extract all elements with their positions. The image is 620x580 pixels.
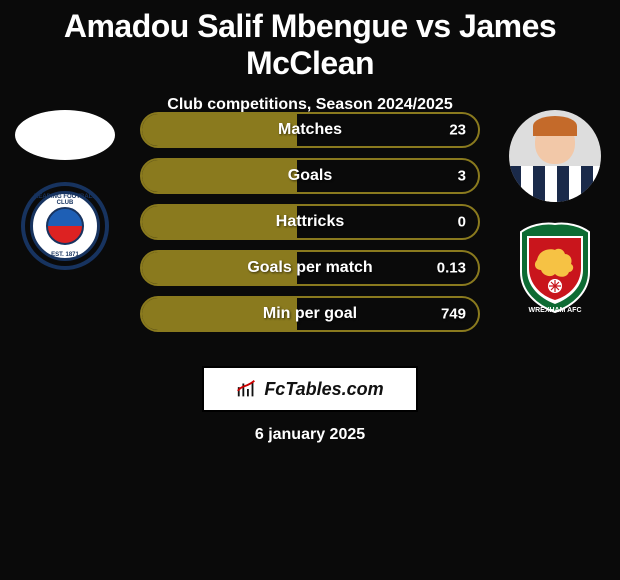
badge-text: WREXHAM AFC [528,307,581,314]
left-player-avatar [15,110,115,160]
stat-value-right: 0 [458,214,466,231]
stat-label: Goals per match [247,259,372,277]
stat-row: Hattricks 0 [140,204,480,240]
stat-label: Min per goal [263,305,357,323]
date: 6 january 2025 [0,426,620,444]
watermark-text: FcTables.com [264,379,383,400]
stat-value-right: 749 [441,306,466,323]
stat-label: Matches [278,121,342,139]
left-club-badge: READING FOOTBALL CLUB EST. 1871 [21,182,109,270]
stat-row: Goals per match 0.13 [140,250,480,286]
stat-label: Goals [288,167,332,185]
badge-inner-icon [46,207,84,245]
right-player-column: WREXHAM AFC [500,110,610,312]
watermark: FcTables.com [202,366,418,412]
stat-value-right: 23 [449,122,466,139]
stat-bar-fill [142,114,297,146]
watermark-icon [236,378,258,400]
stat-label: Hattricks [276,213,344,231]
stat-value-right: 0.13 [437,260,466,277]
badge-text-top: READING FOOTBALL CLUB [25,194,105,206]
right-player-avatar [509,110,601,202]
stat-row: Min per goal 749 [140,296,480,332]
stat-value-right: 3 [458,168,466,185]
stat-bar-fill [142,160,297,192]
page-title: Amadou Salif Mbengue vs James McClean [0,0,620,82]
stat-row: Goals 3 [140,158,480,194]
right-club-badge: WREXHAM AFC [511,224,599,312]
stat-rows: Matches 23 Goals 3 Hattricks 0 Goals per match… [140,112,480,342]
badge-text-bottom: EST. 1871 [25,252,105,258]
left-player-column: READING FOOTBALL CLUB EST. 1871 [10,110,120,270]
stat-bar-fill [142,206,297,238]
stat-row: Matches 23 [140,112,480,148]
